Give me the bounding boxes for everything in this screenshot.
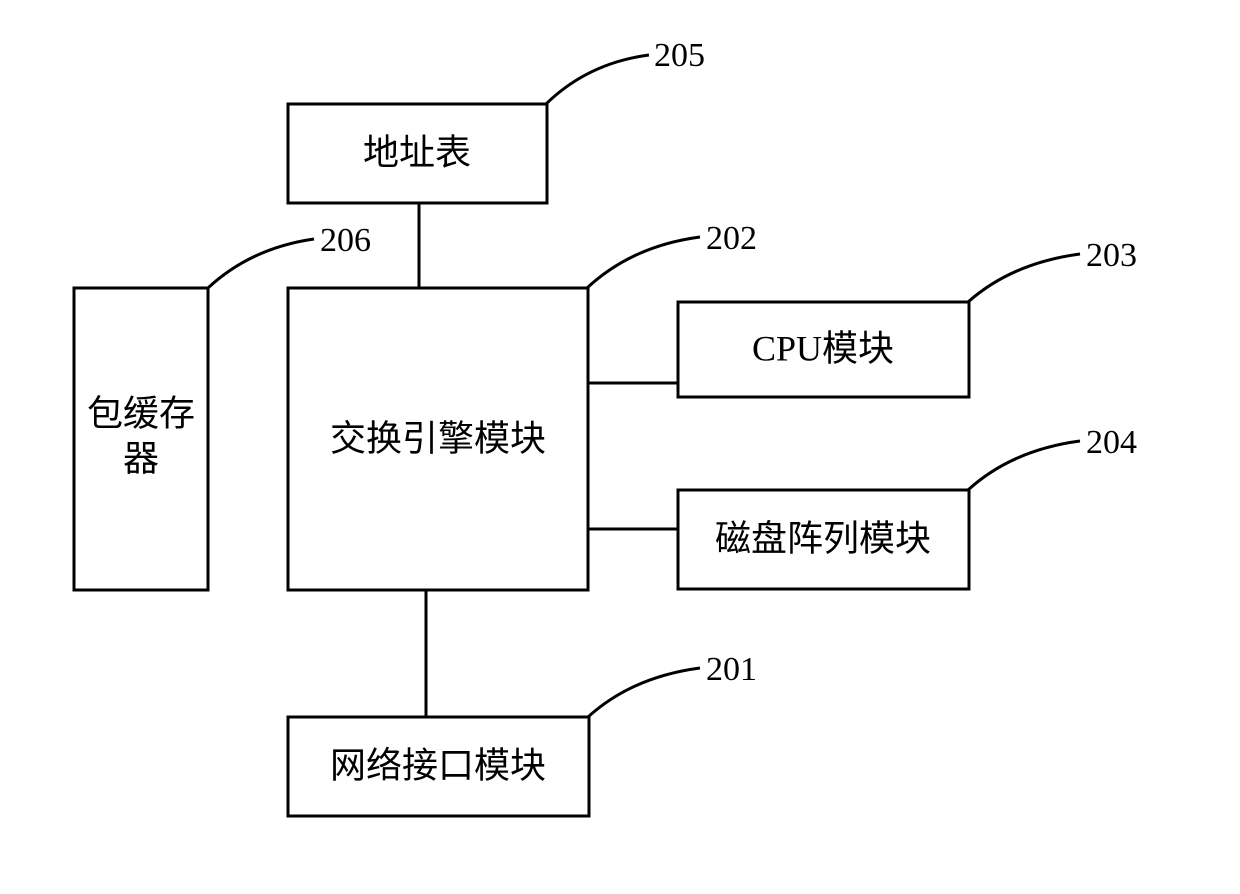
box-network-interface: 网络接口模块 201 <box>288 651 757 816</box>
block-diagram: 地址表 205 包缓存 器 206 交换引擎模块 202 CPU模块 203 磁… <box>0 0 1240 894</box>
leader-205 <box>546 55 649 104</box>
ref-204: 204 <box>1086 424 1137 461</box>
leader-202 <box>587 237 700 288</box>
leader-203 <box>968 254 1080 302</box>
ref-203: 203 <box>1086 237 1137 274</box>
leader-206 <box>208 239 314 288</box>
box-disk-array: 磁盘阵列模块 204 <box>678 424 1137 589</box>
box-cpu-module: CPU模块 203 <box>678 237 1137 397</box>
box-disk-array-label: 磁盘阵列模块 <box>715 518 931 558</box>
box-cpu-module-label: CPU模块 <box>752 328 894 368</box>
ref-201: 201 <box>706 651 757 688</box>
ref-205: 205 <box>654 37 705 74</box>
box-network-interface-label: 网络接口模块 <box>330 745 546 785</box>
leader-201 <box>588 668 700 717</box>
leader-204 <box>968 441 1080 490</box>
box-address-table-label: 地址表 <box>363 132 471 172</box>
box-switch-engine-label: 交换引擎模块 <box>330 418 546 458</box>
box-packet-buffer-label-line2: 器 <box>123 438 159 478</box>
box-packet-buffer-label-line1: 包缓存 <box>87 393 195 433</box>
ref-202: 202 <box>706 220 757 257</box>
ref-206: 206 <box>320 222 371 259</box>
box-address-table: 地址表 205 <box>288 37 705 203</box>
